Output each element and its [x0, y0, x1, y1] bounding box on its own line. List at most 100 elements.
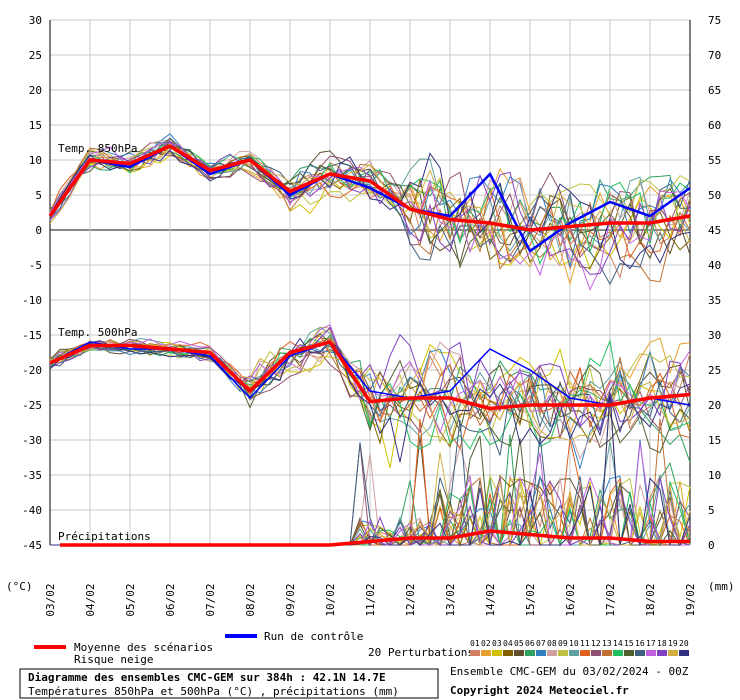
- perturbation-swatch: [525, 650, 535, 656]
- y-right-tick: 75: [708, 14, 721, 27]
- x-tick: 10/02: [324, 583, 337, 616]
- perturbation-code: 12: [591, 639, 601, 648]
- x-tick: 06/02: [164, 583, 177, 616]
- perturbation-swatch: [646, 650, 656, 656]
- x-tick: 13/02: [444, 583, 457, 616]
- x-tick: 16/02: [564, 583, 577, 616]
- x-tick: 08/02: [244, 583, 257, 616]
- footer-title: Diagramme des ensembles CMC-GEM sur 384h…: [28, 671, 386, 684]
- perturbation-swatch: [591, 650, 601, 656]
- mean-t500-line: [49, 340, 691, 411]
- perturbation-swatch: [470, 650, 480, 656]
- y-left-tick: 15: [29, 119, 42, 132]
- perturbation-code: 15: [624, 639, 634, 648]
- y-left-tick: -45: [22, 539, 42, 552]
- perturbation-swatch: [635, 650, 645, 656]
- y-left-tick: -10: [22, 294, 42, 307]
- y-left-tick: 25: [29, 49, 42, 62]
- perturbation-swatch: [569, 650, 579, 656]
- y-right-tick: 10: [708, 469, 721, 482]
- perturbation-t850-line: [49, 140, 691, 275]
- perturbation-code: 09: [558, 639, 568, 648]
- perturbation-code: 05: [514, 639, 524, 648]
- legend-perturbations-label: 20 Perturbations: [368, 646, 474, 659]
- perturbation-swatch: [657, 650, 667, 656]
- grid: [49, 19, 691, 546]
- y-right-tick: 45: [708, 224, 721, 237]
- y-right-tick: 50: [708, 189, 721, 202]
- perturbation-swatch: [624, 650, 634, 656]
- x-tick: 09/02: [284, 583, 297, 616]
- perturbation-code: 08: [547, 639, 557, 648]
- perturbation-code: 13: [602, 639, 612, 648]
- perturbation-code: 01: [470, 639, 480, 648]
- y-right-unit: (mm): [708, 580, 735, 593]
- perturbation-code: 06: [525, 639, 535, 648]
- y-left-tick: -30: [22, 434, 42, 447]
- x-tick: 05/02: [124, 583, 137, 616]
- perturbation-swatch: [580, 650, 590, 656]
- legend-snow-label: Risque neige: [74, 653, 153, 666]
- x-axis: 03/02 04/02 05/02 06/02 07/02 08/02 09/02 10/02…: [44, 583, 697, 616]
- y-left-tick: -40: [22, 504, 42, 517]
- footer-copyright: Copyright 2024 Meteociel.fr: [450, 684, 629, 697]
- x-tick: 11/02: [364, 583, 377, 616]
- y-left-tick: -25: [22, 399, 42, 412]
- perturbation-code: 02: [481, 639, 491, 648]
- perturbation-swatch: [536, 650, 546, 656]
- y-left-tick: 30: [29, 14, 42, 27]
- y-right-tick: 0: [708, 539, 715, 552]
- perturbation-swatch: [679, 650, 689, 656]
- mean-lines: [48, 144, 691, 547]
- annotation-precip: Précipitations: [58, 530, 151, 543]
- legend-mean-label: Moyenne des scénarios: [74, 641, 213, 654]
- perturbation-code: 17: [646, 639, 656, 648]
- y-left-tick: 5: [35, 189, 42, 202]
- footer-subtitle: Températures 850hPa et 500hPa (°C) , pré…: [28, 685, 399, 698]
- y-right-tick: 60: [708, 119, 721, 132]
- perturbation-t500-line: [49, 337, 691, 463]
- perturbation-swatch: [602, 650, 612, 656]
- perturbation-swatch: [492, 650, 502, 656]
- x-tick: 17/02: [604, 583, 617, 616]
- y-right-tick: 55: [708, 154, 721, 167]
- x-tick: 18/02: [644, 583, 657, 616]
- y-right-tick: 20: [708, 399, 721, 412]
- y-right-tick: 65: [708, 84, 721, 97]
- legend-control-label: Run de contrôle: [264, 630, 363, 643]
- perturbation-t500-line: [49, 337, 691, 450]
- perturbation-t850-line: [49, 146, 691, 268]
- y-left-tick: 10: [29, 154, 42, 167]
- x-tick: 19/02: [684, 583, 697, 616]
- mean-t850-line: [48, 144, 691, 232]
- perturbation-swatch: [668, 650, 678, 656]
- x-tick: 04/02: [84, 583, 97, 616]
- perturbation-swatch: [558, 650, 568, 656]
- y-left-tick: -15: [22, 329, 42, 342]
- x-tick: 15/02: [524, 583, 537, 616]
- perturbation-t500-line: [49, 340, 691, 444]
- y-left-tick: -20: [22, 364, 42, 377]
- annotation-t850: Temp. 850hPa: [58, 142, 137, 155]
- x-tick: 14/02: [484, 583, 497, 616]
- perturbation-code: 18: [657, 639, 667, 648]
- y-left-unit: (°C): [6, 580, 33, 593]
- perturbation-t850-line: [49, 149, 691, 270]
- perturbation-swatch: [547, 650, 557, 656]
- perturbation-swatch: [481, 650, 491, 656]
- y-axis-left: 30 25 20 15 10 5 0 -5 -10 -15 -20 -25 -30 -35 -40 -45: [22, 14, 42, 552]
- y-right-tick: 35: [708, 294, 721, 307]
- annotation-t500: Temp. 500hPa: [58, 326, 137, 339]
- mean-precip-line: [60, 529, 690, 547]
- y-right-tick: 70: [708, 49, 721, 62]
- perturbation-swatch: [503, 650, 513, 656]
- perturbation-code: 03: [492, 639, 502, 648]
- y-left-tick: 20: [29, 84, 42, 97]
- y-left-tick: 0: [35, 224, 42, 237]
- perturbation-code: 10: [569, 639, 579, 648]
- perturbation-code: 07: [536, 639, 546, 648]
- perturbation-code: 20: [679, 639, 689, 648]
- y-left-tick: -35: [22, 469, 42, 482]
